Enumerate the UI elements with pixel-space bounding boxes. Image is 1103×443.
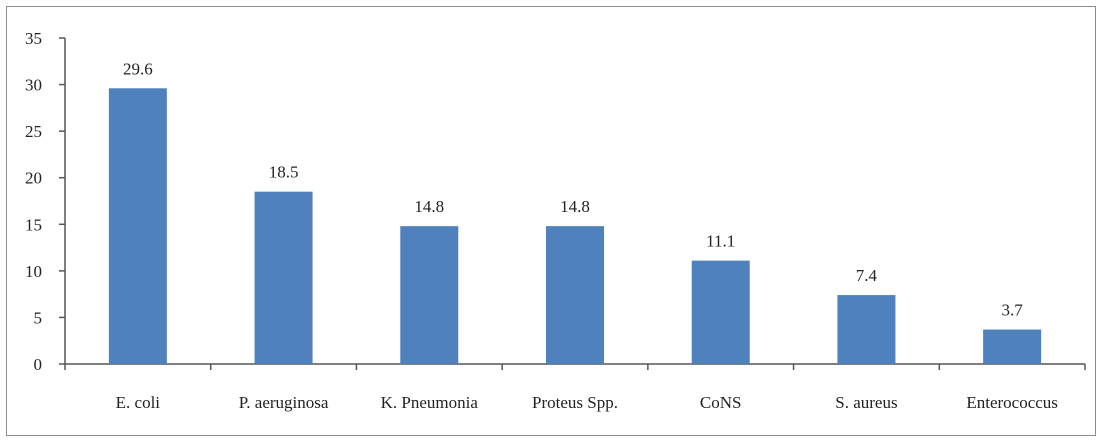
category-label: S. aureus [835, 393, 897, 412]
data-label: 14.8 [414, 197, 444, 216]
data-label: 7.4 [856, 266, 878, 285]
bar [983, 329, 1042, 364]
category-labels: E. coli P. aeruginosa K. Pneumonia Proteus … [116, 393, 1058, 412]
y-tick-label: 10 [25, 262, 42, 281]
y-tick-label: 20 [25, 169, 42, 188]
category-label: Enterococcus [966, 393, 1058, 412]
data-label: 18.5 [269, 163, 299, 182]
bars [108, 88, 1042, 364]
bar [691, 260, 750, 364]
category-label: CoNS [700, 393, 742, 412]
y-tick-label: 0 [34, 355, 43, 374]
category-label: E. coli [116, 393, 161, 412]
bar [837, 295, 896, 364]
data-labels: 29.6 18.5 14.8 14.8 11.1 7.4 3.7 [123, 59, 1023, 319]
data-label: 14.8 [560, 197, 590, 216]
bar [546, 226, 604, 364]
category-label: Proteus Spp. [532, 393, 618, 412]
bar [254, 191, 313, 364]
y-tick-label: 15 [25, 215, 42, 234]
bar [400, 226, 459, 364]
y-tick-label: 5 [34, 308, 43, 327]
data-label: 3.7 [1002, 301, 1024, 320]
data-label: 29.6 [123, 59, 153, 78]
data-label: 11.1 [706, 232, 735, 251]
bar [108, 88, 167, 364]
y-tick-label: 30 [25, 76, 42, 95]
category-label: K. Pneumonia [381, 393, 479, 412]
x-ticks [64, 364, 1086, 370]
y-tick-label: 25 [25, 122, 42, 141]
y-ticks: 0 5 10 15 20 25 30 35 [25, 29, 65, 374]
y-tick-label: 35 [25, 29, 42, 48]
category-label: P. aeruginosa [239, 393, 329, 412]
